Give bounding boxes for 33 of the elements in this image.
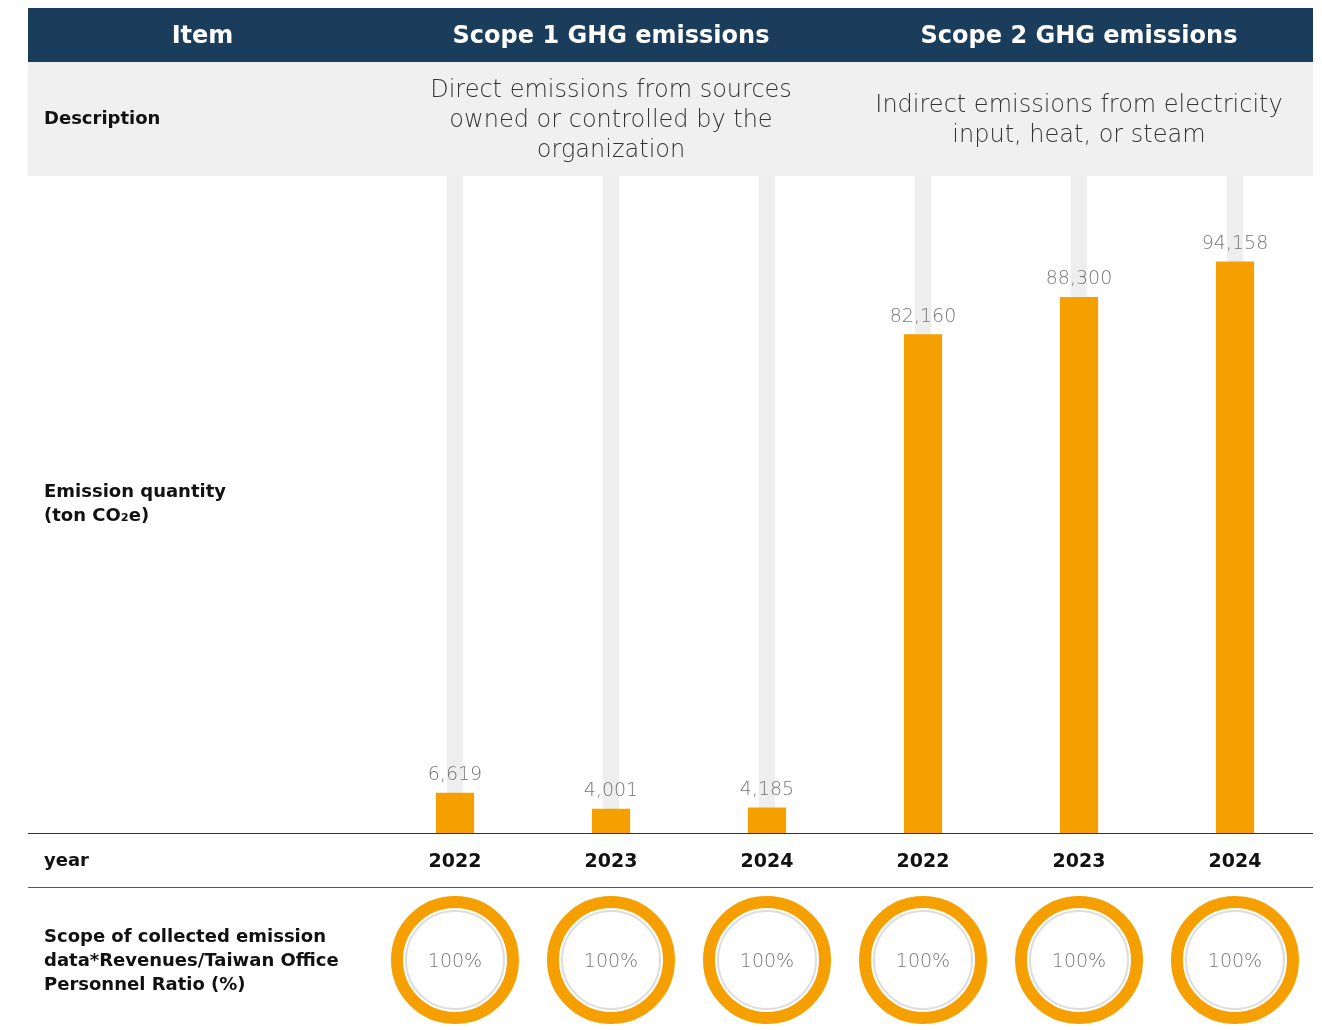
text: Direct emissions from sources owned or controlled by the organization bbox=[429, 74, 793, 165]
bar bbox=[903, 334, 943, 833]
x-tick-label: 2022 bbox=[428, 849, 482, 872]
data-label: 82,160 bbox=[889, 303, 957, 326]
data-label: 94,158 bbox=[1201, 230, 1269, 253]
data-label: 6,619 bbox=[427, 762, 483, 785]
ring: 100% bbox=[391, 896, 519, 1024]
bar bbox=[747, 807, 787, 833]
text: year bbox=[44, 848, 89, 872]
text: Scope 1 GHG emissions bbox=[451, 20, 771, 51]
text: Indirect emissions from electricity input, heat, or steam bbox=[874, 89, 1284, 150]
x-tick-label: 2022 bbox=[896, 849, 950, 872]
text: Scope 2 GHG emissions bbox=[919, 20, 1239, 51]
bar bbox=[1059, 297, 1099, 833]
x-tick-label: 2023 bbox=[584, 849, 638, 872]
text: Item bbox=[170, 20, 235, 51]
bar bbox=[1215, 261, 1255, 833]
data-label: 4,185 bbox=[739, 777, 795, 800]
data-label: 4,001 bbox=[583, 778, 639, 801]
text: Description bbox=[44, 106, 161, 130]
x-tick-label: 2023 bbox=[1052, 849, 1106, 872]
x-tick-label: 2024 bbox=[740, 849, 794, 872]
bar bbox=[591, 808, 631, 833]
text: Scope of collected emission data*Revenues/Taiwan Office Personnel Ratio (%) bbox=[44, 924, 340, 996]
ring: 100% bbox=[859, 896, 987, 1024]
x-tick-label: 2024 bbox=[1208, 849, 1262, 872]
bar bbox=[435, 792, 475, 833]
data-label: 88,300 bbox=[1045, 266, 1113, 289]
ring: 100% bbox=[703, 896, 831, 1024]
ring: 100% bbox=[1171, 896, 1299, 1024]
text: Emission quantity (ton CO₂e) bbox=[44, 479, 228, 527]
ring: 100% bbox=[1015, 896, 1143, 1024]
ring: 100% bbox=[547, 896, 675, 1024]
